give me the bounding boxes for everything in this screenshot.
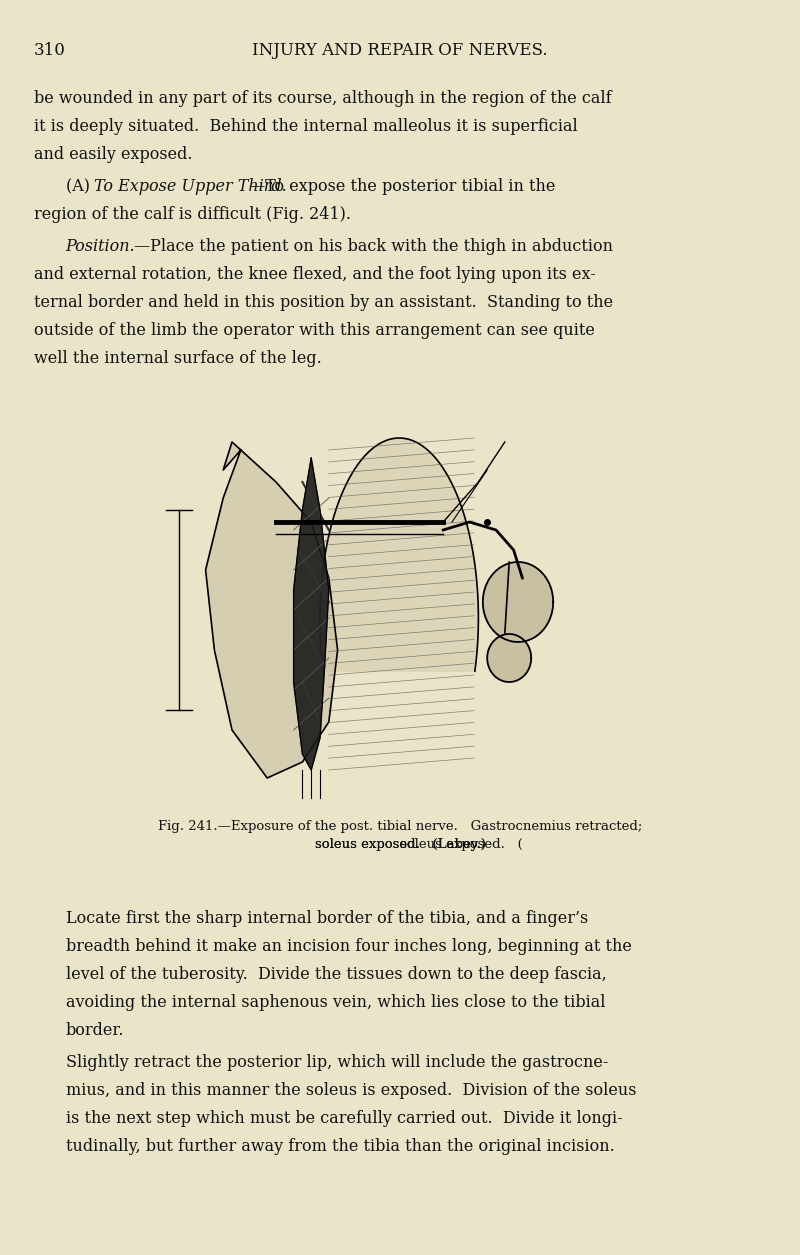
Text: outside of the limb the operator with this arrangement can see quite: outside of the limb the operator with th… [34,323,594,339]
Text: tudinally, but further away from the tibia than the original incision.: tudinally, but further away from the tib… [66,1138,614,1155]
Text: well the internal surface of the leg.: well the internal surface of the leg. [34,350,322,366]
Text: mius, and in this manner the soleus is exposed.  Division of the soleus: mius, and in this manner the soleus is e… [66,1082,636,1099]
Text: —To expose the posterior tibial in the: —To expose the posterior tibial in the [249,178,555,195]
Text: Slightly retract the posterior lip, which will include the gastrocne-: Slightly retract the posterior lip, whic… [66,1054,608,1071]
Polygon shape [487,634,531,681]
Text: breadth behind it make an incision four inches long, beginning at the: breadth behind it make an incision four … [66,937,631,955]
Text: Position.: Position. [66,238,135,255]
Text: soleus exposed.   (Labey.): soleus exposed. (Labey.) [314,838,486,851]
Text: soleus exposed.   (: soleus exposed. ( [400,838,522,851]
Text: and easily exposed.: and easily exposed. [34,146,192,163]
Text: border.: border. [66,1022,124,1039]
Text: level of the tuberosity.  Divide the tissues down to the deep fascia,: level of the tuberosity. Divide the tiss… [66,966,606,983]
Text: ternal border and held in this position by an assistant.  Standing to the: ternal border and held in this position … [34,294,613,311]
Polygon shape [294,458,329,771]
Text: is the next step which must be carefully carried out.  Divide it longi-: is the next step which must be carefully… [66,1109,622,1127]
Text: —Place the patient on his back with the thigh in abduction: —Place the patient on his back with the … [134,238,613,255]
Text: and external rotation, the knee flexed, and the foot lying upon its ex-: and external rotation, the knee flexed, … [34,266,595,282]
Text: avoiding the internal saphenous vein, which lies close to the tibial: avoiding the internal saphenous vein, wh… [66,994,605,1012]
Polygon shape [206,442,338,778]
Text: To Expose Upper Third.: To Expose Upper Third. [94,178,286,195]
Polygon shape [320,438,478,671]
Text: Locate first the sharp internal border of the tibia, and a finger’s: Locate first the sharp internal border o… [66,910,588,927]
Polygon shape [483,562,554,643]
Text: be wounded in any part of its course, although in the region of the calf: be wounded in any part of its course, al… [34,90,611,107]
Text: soleus exposed.   (Labey.): soleus exposed. (Labey.) [314,838,486,851]
Text: 310: 310 [34,41,66,59]
Text: INJURY AND REPAIR OF NERVES.: INJURY AND REPAIR OF NERVES. [252,41,548,59]
Text: it is deeply situated.  Behind the internal malleolus it is superficial: it is deeply situated. Behind the intern… [34,118,578,136]
Text: region of the calf is difficult (Fig. 241).: region of the calf is difficult (Fig. 24… [34,206,350,223]
Text: Fig. 241.—Exposure of the post. tibial nerve.   Gastrocnemius retracted;: Fig. 241.—Exposure of the post. tibial n… [158,820,642,833]
Text: (A): (A) [66,178,94,195]
